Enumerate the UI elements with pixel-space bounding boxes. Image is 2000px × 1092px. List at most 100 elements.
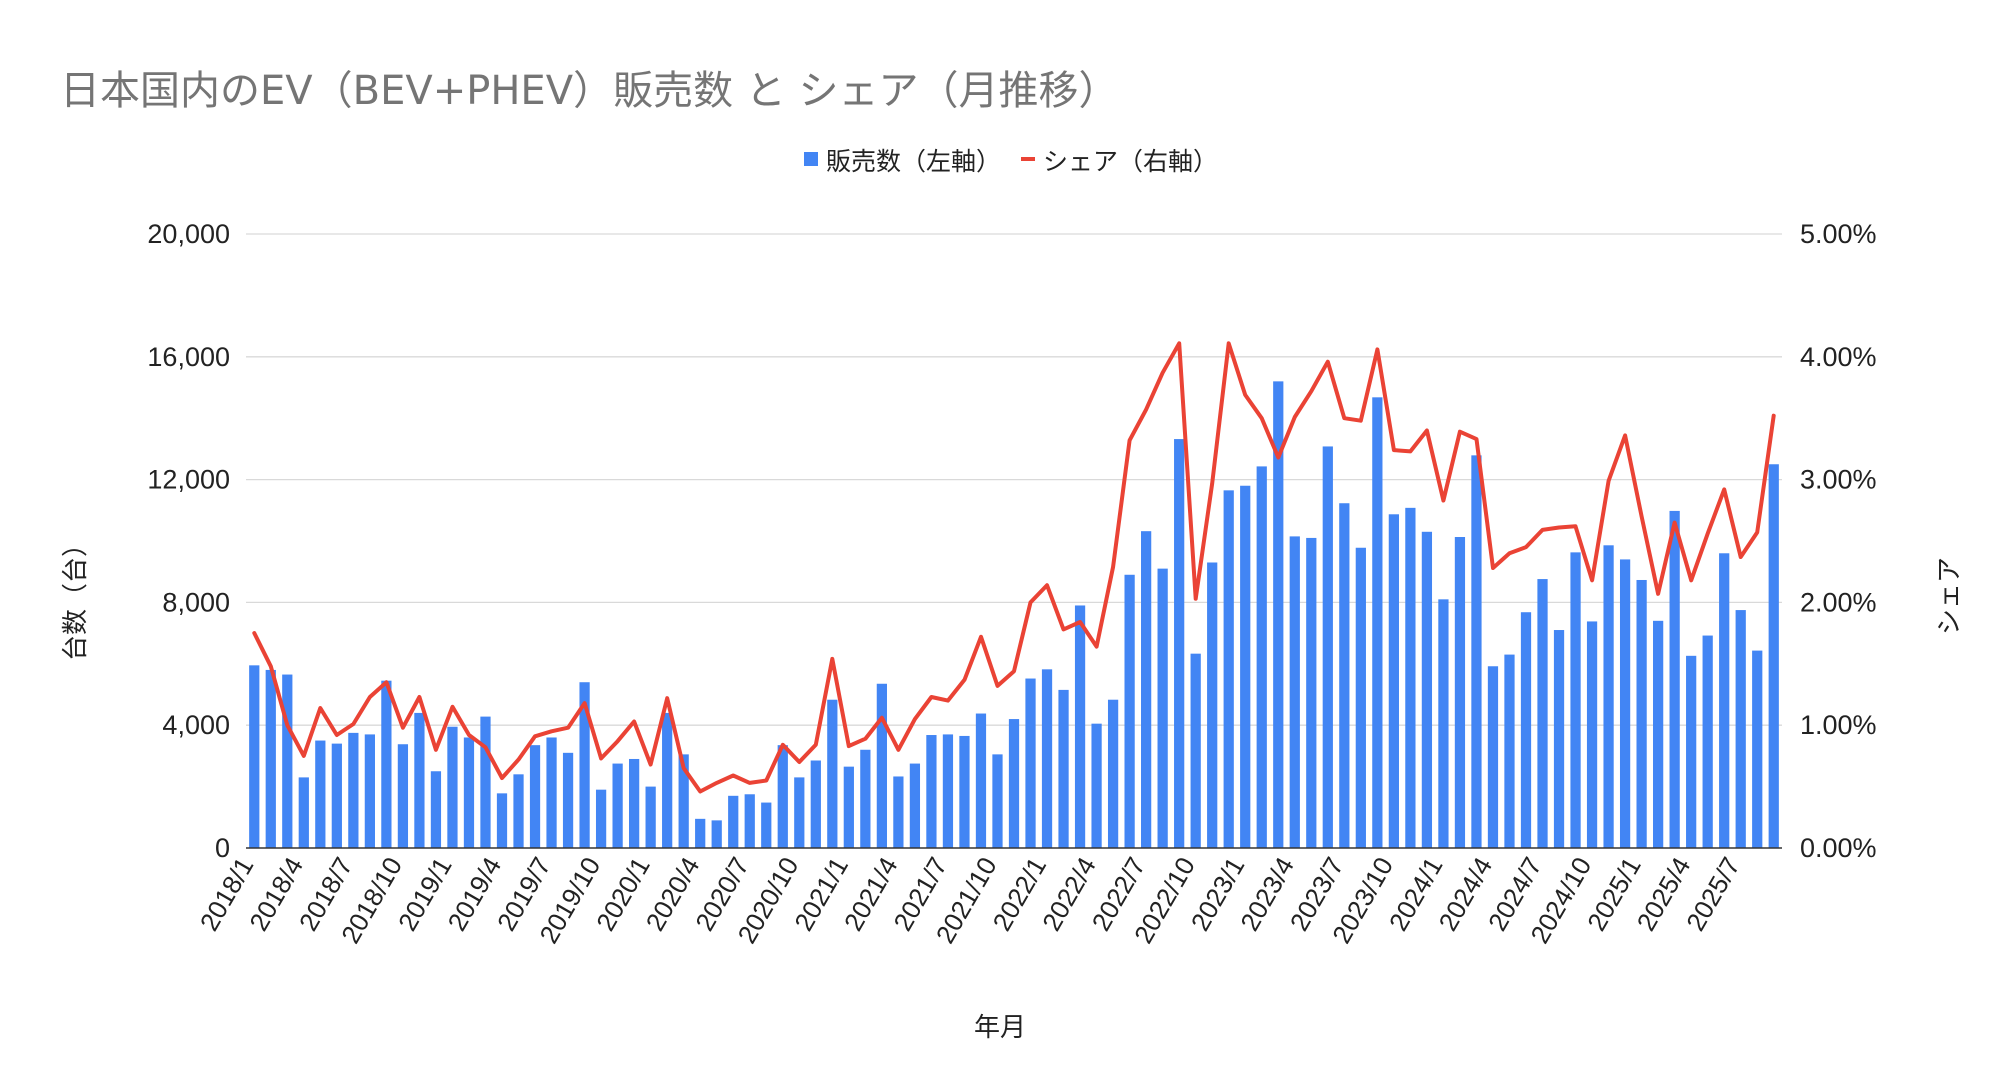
bar bbox=[331, 743, 342, 848]
gridlines bbox=[246, 233, 1782, 726]
bar bbox=[1388, 514, 1399, 848]
bar bbox=[1074, 605, 1086, 848]
y-tick-label-left: 16,000 bbox=[147, 342, 230, 372]
bar bbox=[1619, 559, 1631, 848]
x-axis-title: 年月 bbox=[974, 1013, 1026, 1043]
bar bbox=[761, 802, 772, 848]
bar bbox=[1553, 630, 1565, 848]
y-tick-label-right: 4.00% bbox=[1800, 342, 1877, 372]
bar bbox=[1273, 381, 1284, 848]
bar bbox=[265, 669, 276, 848]
y-tick-label-right: 1.00% bbox=[1800, 710, 1877, 740]
bar bbox=[1669, 510, 1680, 848]
y-tick-label-left: 12,000 bbox=[147, 465, 230, 495]
bar bbox=[1256, 466, 1267, 848]
chart-title: 日本国内のEV（BEV+PHEV）販売数 と シェア（月推移） bbox=[60, 68, 1119, 114]
y-tick-label-left: 4,000 bbox=[162, 710, 230, 740]
bar bbox=[1322, 446, 1333, 848]
bar bbox=[992, 754, 1003, 848]
bar bbox=[1438, 599, 1449, 848]
bar bbox=[926, 735, 937, 848]
bar bbox=[1454, 537, 1466, 848]
bar bbox=[298, 777, 309, 848]
bar bbox=[1174, 439, 1185, 848]
bar bbox=[513, 774, 524, 848]
bar bbox=[1636, 579, 1647, 848]
bar bbox=[595, 789, 607, 848]
bar bbox=[1157, 568, 1168, 848]
bar bbox=[860, 749, 871, 848]
bar bbox=[810, 760, 821, 848]
bar bbox=[463, 737, 475, 848]
bar bbox=[1223, 490, 1234, 848]
bar bbox=[1471, 455, 1482, 848]
bar bbox=[562, 752, 574, 848]
bar bbox=[645, 786, 656, 848]
line-series bbox=[252, 341, 1776, 794]
bar bbox=[1141, 531, 1152, 848]
bar bbox=[794, 777, 805, 848]
bar bbox=[942, 734, 954, 848]
bar bbox=[728, 795, 739, 848]
bar bbox=[1768, 464, 1779, 848]
bar bbox=[959, 735, 970, 848]
legend-label-sales: 販売数（左軸） bbox=[826, 147, 1001, 176]
bar bbox=[397, 744, 409, 848]
bar bbox=[1603, 545, 1614, 848]
bar bbox=[975, 713, 987, 848]
bar bbox=[1504, 654, 1515, 848]
bar bbox=[1653, 620, 1664, 848]
y-tick-label-left: 8,000 bbox=[162, 587, 230, 617]
bar bbox=[909, 763, 921, 848]
bar bbox=[1405, 507, 1416, 848]
y-tick-label-right: 3.00% bbox=[1800, 465, 1877, 495]
bar bbox=[1735, 610, 1746, 848]
share-line bbox=[252, 341, 1776, 794]
y-tick-label-right: 2.00% bbox=[1800, 587, 1877, 617]
y-axis-title-left: 台数（台） bbox=[61, 531, 91, 661]
bar bbox=[777, 745, 788, 848]
bar bbox=[662, 712, 673, 848]
bar bbox=[1240, 485, 1251, 848]
bar bbox=[414, 712, 425, 848]
bar bbox=[1586, 621, 1598, 848]
bar bbox=[876, 683, 887, 848]
bar bbox=[843, 766, 854, 848]
bar bbox=[1686, 655, 1697, 848]
bar bbox=[678, 754, 689, 848]
bar bbox=[1058, 689, 1069, 848]
bar-series bbox=[249, 381, 1779, 848]
bar bbox=[496, 793, 508, 848]
bar bbox=[249, 665, 260, 848]
bar bbox=[381, 680, 392, 848]
bar bbox=[629, 758, 640, 848]
bar bbox=[1339, 503, 1350, 848]
bar bbox=[1207, 562, 1218, 848]
bar bbox=[1306, 537, 1317, 848]
legend: 販売数（左軸） シェア（右軸） bbox=[804, 147, 1218, 176]
bar bbox=[1124, 574, 1135, 848]
bar bbox=[612, 763, 623, 848]
legend-swatch-share bbox=[1021, 157, 1035, 161]
bar bbox=[1537, 579, 1548, 848]
bar bbox=[711, 820, 722, 848]
bar bbox=[827, 699, 838, 848]
bar bbox=[348, 732, 359, 848]
bar bbox=[1107, 699, 1119, 848]
bar bbox=[1702, 635, 1713, 848]
legend-swatch-sales bbox=[804, 152, 818, 166]
bar bbox=[315, 740, 326, 848]
legend-label-share: シェア（右軸） bbox=[1043, 147, 1218, 176]
bar bbox=[1752, 650, 1763, 848]
y-tick-label-right: 0.00% bbox=[1800, 833, 1877, 863]
bar bbox=[430, 771, 442, 848]
bar bbox=[744, 794, 755, 848]
bar bbox=[893, 776, 904, 848]
bar bbox=[1091, 723, 1102, 848]
bar bbox=[1421, 531, 1433, 848]
bar bbox=[695, 818, 706, 848]
bar bbox=[529, 745, 541, 848]
bar bbox=[1719, 553, 1730, 848]
bar bbox=[364, 734, 375, 848]
